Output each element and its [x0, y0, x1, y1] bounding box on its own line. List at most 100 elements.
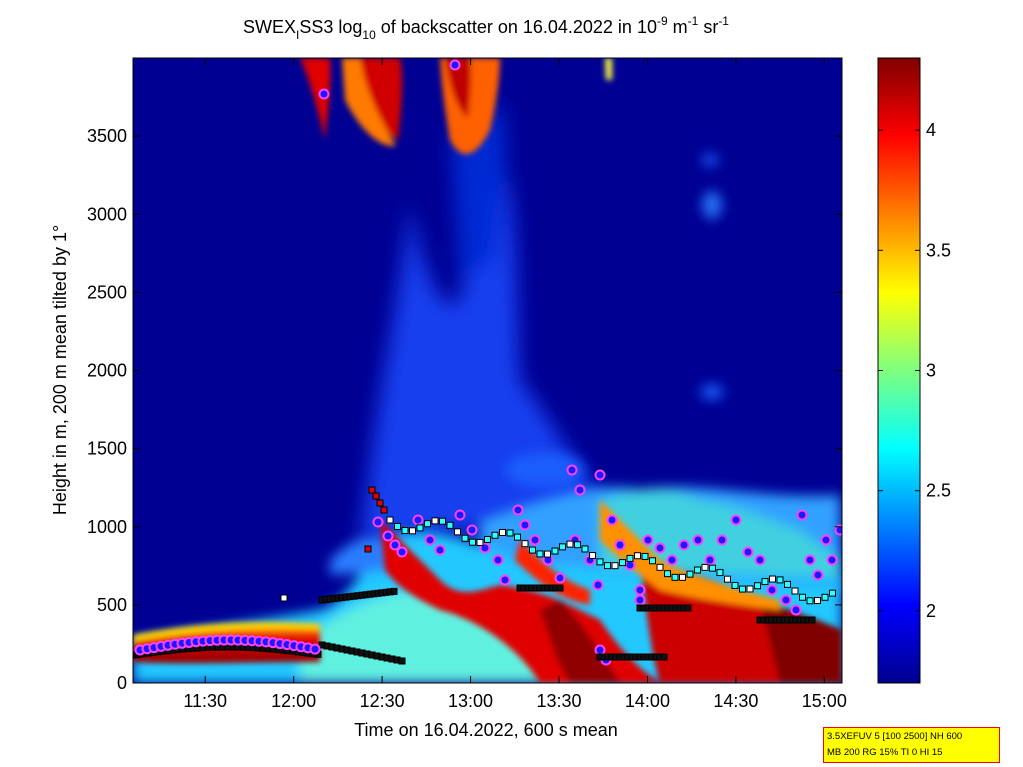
y-tick-label: 2500	[87, 282, 127, 302]
aerosol-marker	[814, 597, 821, 605]
aerosol-marker	[694, 566, 701, 574]
cloud-base-marker	[634, 584, 646, 596]
chart-title: SWEXISS3 log10 of backscatter on 16.04.2…	[243, 14, 729, 42]
cloud-base-marker	[812, 569, 824, 581]
aerosol-marker	[604, 562, 611, 570]
red-marker	[376, 499, 384, 507]
aerosol-marker	[761, 578, 769, 586]
cloud-base-marker	[614, 539, 626, 551]
x-tick-label: 11:30	[183, 691, 227, 711]
cloud-base-marker	[492, 554, 504, 566]
cloud-base-marker	[499, 574, 511, 586]
aerosol-marker	[709, 564, 716, 572]
cloud-base-marker	[730, 514, 742, 526]
aerosol-marker	[739, 585, 746, 593]
red-marker	[372, 492, 380, 500]
aerosol-marker	[484, 535, 491, 543]
layer-marker	[808, 616, 816, 624]
cloud-base-marker	[820, 534, 832, 546]
y-tick-label: 0	[117, 673, 127, 693]
x-axis-ticks: 11:30 12:00 12:30 13:00 13:30 14:00 14:30 15:00	[183, 58, 847, 711]
cloud-base-marker	[692, 534, 704, 546]
cloud-base-marker	[449, 59, 461, 71]
layer-marker	[684, 604, 692, 612]
aerosol-marker	[529, 546, 536, 554]
layer-marker	[390, 587, 398, 595]
aerosol-marker	[469, 538, 476, 546]
cloud-base-marker	[716, 534, 728, 546]
cloud-base-marker	[826, 554, 838, 566]
cloud-base-marker	[678, 539, 690, 551]
y-tick-label: 2000	[87, 361, 127, 381]
cloud-base-marker	[412, 514, 424, 526]
aerosol-marker	[754, 582, 761, 590]
aerosol-marker	[476, 538, 484, 546]
aerosol-marker	[581, 545, 589, 553]
aerosol-marker	[701, 563, 709, 571]
cloud-base-marker	[519, 519, 531, 531]
cloud-base-marker	[554, 572, 566, 584]
aerosol-marker	[671, 573, 679, 581]
aerosol-marker	[409, 527, 416, 535]
aerosol-marker	[386, 516, 394, 524]
colorbar	[877, 57, 921, 684]
aerosol-marker	[589, 552, 596, 560]
x-tick-label: 15:00	[802, 691, 847, 711]
aerosol-marker	[566, 540, 574, 548]
aerosol-marker	[619, 559, 626, 567]
aerosol-marker	[664, 570, 671, 578]
y-tick-label: 3500	[87, 126, 127, 146]
cloud-base-marker	[318, 88, 330, 100]
aerosol-marker	[446, 521, 454, 529]
aerosol-marker	[424, 520, 431, 528]
aerosol-marker	[724, 575, 731, 583]
cloud-base-marker	[634, 594, 646, 606]
x-tick-label: 14:00	[625, 691, 670, 711]
aerosol-marker	[551, 547, 559, 555]
x-axis-label: Time on 16.04.2022, 600 s mean	[354, 720, 618, 740]
aerosol-marker	[544, 550, 551, 558]
x-tick-label: 14:30	[713, 691, 758, 711]
cloud-base-marker	[529, 534, 541, 546]
aerosol-marker	[506, 529, 514, 537]
aerosol-marker	[611, 562, 619, 570]
cloud-base-marker	[666, 554, 678, 566]
aerosol-marker	[806, 597, 814, 605]
cloud-base-marker	[454, 509, 466, 521]
aerosol-marker	[769, 575, 776, 583]
cloud-base-marker	[796, 509, 808, 521]
backscatter-field	[133, 58, 842, 683]
cloud-base-marker	[372, 516, 384, 528]
colorbar-tick-label: 3	[926, 361, 936, 381]
aerosol-marker	[431, 517, 439, 525]
aerosol-marker	[394, 522, 401, 530]
aerosol-marker	[821, 593, 829, 601]
aerosol-marker	[634, 552, 641, 560]
cloud-base-marker	[396, 546, 408, 558]
aerosol-marker	[731, 581, 739, 589]
cloud-base-marker	[804, 554, 816, 566]
cloud-base-marker	[566, 464, 578, 476]
aerosol-marker	[491, 531, 499, 539]
cloud-base-marker	[389, 539, 401, 551]
aerosol-marker	[521, 540, 529, 548]
white-marker	[280, 594, 288, 602]
cloud-base-marker	[574, 484, 586, 496]
aerosol-marker	[776, 576, 784, 584]
info-line-1: 3.5XEFUV 5 [100 2500] NH 600	[827, 731, 963, 742]
cloud-base-marker	[592, 579, 604, 591]
aerosol-marker	[536, 550, 544, 558]
cloud-base-marker	[754, 554, 766, 566]
aerosol-marker	[461, 534, 469, 542]
cloud-base-marker	[704, 554, 716, 566]
aerosol-marker	[716, 569, 724, 577]
x-tick-label: 13:30	[536, 691, 581, 711]
layer-marker	[660, 653, 668, 661]
cloud-base-marker	[512, 504, 524, 516]
aerosol-marker	[746, 585, 754, 593]
cloud-base-marker	[834, 524, 842, 536]
y-axis-label: Height in m, 200 m mean tilted by 1°	[50, 225, 70, 515]
cloud-base-marker	[424, 534, 436, 546]
colorbar-tick-label: 2	[926, 601, 936, 621]
